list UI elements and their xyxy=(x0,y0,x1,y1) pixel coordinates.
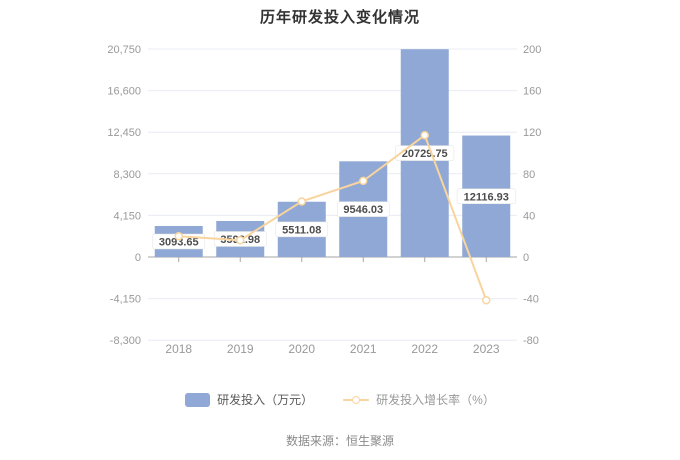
left-axis-tick-label: 4,150 xyxy=(113,210,141,222)
bar-value-label-bg xyxy=(336,201,390,217)
line-series-swatch xyxy=(343,393,370,407)
left-axis-tick-label: -4,150 xyxy=(110,294,141,306)
bar-value-label: 12116.93 xyxy=(464,191,509,203)
right-axis-tick-label: 80 xyxy=(523,169,535,181)
right-axis-tick-label: 0 xyxy=(523,252,529,264)
line-swatch-marker-icon xyxy=(352,395,361,404)
right-axis-tick-label: 120 xyxy=(523,127,541,139)
legend: 研发投入（万元） 研发投入增长率（%） xyxy=(0,391,680,408)
left-axis-tick-label: 0 xyxy=(135,252,141,264)
legend-item-line-series[interactable]: 研发投入增长率（%） xyxy=(343,391,495,408)
left-axis-tick-label: -8,300 xyxy=(110,335,141,347)
left-axis-tick-label: 16,600 xyxy=(107,86,141,98)
left-axis-tick-label: 8,300 xyxy=(113,169,141,181)
left-axis-tick-label: 12,450 xyxy=(107,127,141,139)
legend-label-bar-series: 研发投入（万元） xyxy=(217,393,314,407)
bar-value-label-bg xyxy=(275,221,329,238)
line-point-2020[interactable] xyxy=(297,197,306,206)
line-point-2021[interactable] xyxy=(359,176,368,186)
x-axis-category-label: 2021 xyxy=(350,342,377,356)
data-source-note: 数据来源：恒生聚源 xyxy=(285,434,394,448)
bar-series-swatch xyxy=(185,392,211,407)
x-axis-category-label: 2018 xyxy=(165,342,192,356)
line-point-2018[interactable] xyxy=(174,231,183,241)
right-axis-tick-label: 40 xyxy=(523,210,535,222)
legend-item-bar-series[interactable]: 研发投入（万元） xyxy=(185,391,313,408)
right-axis-tick-label: 200 xyxy=(523,44,541,56)
right-axis-tick-label: -80 xyxy=(523,335,539,347)
line-point-2022[interactable] xyxy=(420,130,429,140)
chart-title: 历年研发投入变化情况 xyxy=(259,9,420,26)
growth-rate-line[interactable] xyxy=(177,134,488,302)
x-axis-category-label: 2020 xyxy=(288,342,315,356)
left-axis-tick-label: 20,750 xyxy=(107,44,141,56)
right-axis-tick-label: -40 xyxy=(523,294,539,306)
bar-value-label: 9546.03 xyxy=(343,204,383,216)
line-point-2019[interactable] xyxy=(236,236,245,245)
bar-value-label: 5511.08 xyxy=(282,224,321,236)
x-axis-category-label: 2023 xyxy=(473,342,500,356)
bar-value-label-bg xyxy=(456,188,516,205)
line-point-2023[interactable] xyxy=(482,296,491,305)
x-axis-category-label: 2022 xyxy=(411,342,438,356)
plot-area: 20,750 200 16,600 160 12,450 120 8,300 80 4,150 4… xyxy=(107,44,541,356)
right-axis-tick-label: 160 xyxy=(523,86,541,98)
x-axis-category-label: 2019 xyxy=(227,342,254,356)
legend-label-line-series: 研发投入增长率（%） xyxy=(376,393,495,407)
bar-value-label: 3093.65 xyxy=(159,236,199,248)
bar-value-label: 20729.75 xyxy=(402,148,448,160)
bar-value-label-bg xyxy=(395,145,455,161)
